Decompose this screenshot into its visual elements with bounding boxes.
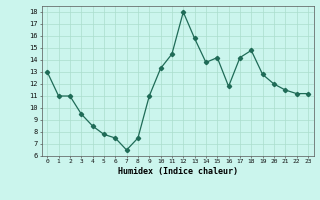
X-axis label: Humidex (Indice chaleur): Humidex (Indice chaleur) (118, 167, 237, 176)
